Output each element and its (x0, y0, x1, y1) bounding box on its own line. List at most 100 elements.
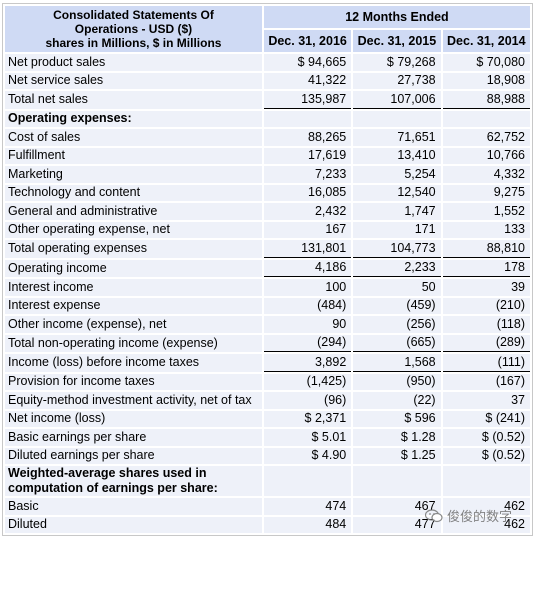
table-row: Other income (expense), net 90 (256) (118) (5, 316, 530, 333)
row-label: Technology and content (5, 184, 262, 201)
row-value: 462 (442, 516, 530, 533)
row-value: $ (241) (442, 410, 530, 427)
row-label: Operating income (5, 259, 262, 277)
watermark-text: 俊俊的数字 (446, 510, 512, 525)
table-row: Income (loss) before income taxes 3,892 1,… (5, 354, 530, 372)
row-value (353, 466, 441, 496)
row-value: 7,233 (263, 166, 352, 183)
row-value: 100 (263, 279, 352, 296)
table-row: Weighted-average shares used in computat… (5, 466, 530, 496)
row-label: Provision for income taxes (5, 373, 262, 390)
row-value: $ 1.28 (353, 429, 441, 446)
row-label: Fulfillment (5, 147, 262, 164)
row-value: $ 1.25 (353, 447, 441, 464)
row-value: (22) (353, 392, 441, 409)
column-header-2016: Dec. 31, 2016 (263, 30, 352, 52)
table-row: Total non-operating income (expense) (294… (5, 334, 530, 352)
table-row: Basic 474 467 462 (5, 498, 530, 515)
row-value: 131,801 (263, 240, 352, 258)
row-value: $ 2,371 (263, 410, 352, 427)
row-value: 62,752 (442, 129, 530, 146)
row-value: 133 (442, 221, 530, 238)
row-value: (459) (353, 297, 441, 314)
title-line-3: shares in Millions, $ in Millions (45, 36, 222, 50)
row-value: $ 70,080 (442, 54, 530, 71)
row-value: 17,619 (263, 147, 352, 164)
row-value: (256) (353, 316, 441, 333)
row-value: 50 (353, 279, 441, 296)
row-value: 474 (263, 498, 352, 515)
table-row: Total net sales 135,987 107,006 88,988 (5, 91, 530, 109)
row-value: 107,006 (353, 91, 441, 109)
row-value: 5,254 (353, 166, 441, 183)
table-row: Total operating expenses 131,801 104,773 88… (5, 240, 530, 258)
row-label: Interest income (5, 279, 262, 296)
table-title: Consolidated Statements Of Operations - … (5, 6, 262, 52)
row-label: Total operating expenses (5, 240, 262, 258)
row-value: $ 4.90 (263, 447, 352, 464)
row-label: Diluted earnings per share (5, 447, 262, 464)
table-row: Marketing 7,233 5,254 4,332 (5, 166, 530, 183)
row-value: 4,186 (263, 259, 352, 277)
row-value: 16,085 (263, 184, 352, 201)
row-value: (484) (263, 297, 352, 314)
title-line-1: Consolidated Statements Of (53, 8, 214, 22)
row-value: 484 (263, 516, 352, 533)
row-value: (665) (353, 334, 441, 352)
row-value (442, 466, 530, 496)
column-header-2015: Dec. 31, 2015 (353, 30, 441, 52)
table-row: Technology and content 16,085 12,540 9,275 (5, 184, 530, 201)
row-value: 39 (442, 279, 530, 296)
row-label: Total non-operating income (expense) (5, 334, 262, 352)
row-label: Interest expense (5, 297, 262, 314)
table-row: Other operating expense, net 167 171 133 (5, 221, 530, 238)
column-header-2014: Dec. 31, 2014 (442, 30, 530, 52)
table-row: Interest income 100 50 39 (5, 279, 530, 296)
row-label: Net product sales (5, 54, 262, 71)
row-label: Cost of sales (5, 129, 262, 146)
row-label: Other income (expense), net (5, 316, 262, 333)
row-label: Income (loss) before income taxes (5, 354, 262, 372)
row-value: 18,908 (442, 72, 530, 89)
row-value (442, 110, 530, 127)
row-value: (210) (442, 297, 530, 314)
row-value: 171 (353, 221, 441, 238)
row-value: 37 (442, 392, 530, 409)
table-row: General and administrative 2,432 1,747 1,55… (5, 203, 530, 220)
table-row: Diluted earnings per share $ 4.90 $ 1.25 $ … (5, 447, 530, 464)
row-value: (96) (263, 392, 352, 409)
row-value: 13,410 (353, 147, 441, 164)
row-label: Basic (5, 498, 262, 515)
row-value: 41,322 (263, 72, 352, 89)
table-row: Basic earnings per share $ 5.01 $ 1.28 $ (0… (5, 429, 530, 446)
row-value (263, 110, 352, 127)
row-value: (294) (263, 334, 352, 352)
row-value: 71,651 (353, 129, 441, 146)
row-value: $ 5.01 (263, 429, 352, 446)
row-value: 2,233 (353, 259, 441, 277)
table-row: Cost of sales 88,265 71,651 62,752 (5, 129, 530, 146)
row-label: Marketing (5, 166, 262, 183)
row-value: 3,892 (263, 354, 352, 372)
table-row: Operating income 4,186 2,233 178 (5, 259, 530, 277)
row-label: Total net sales (5, 91, 262, 109)
row-value: (289) (442, 334, 530, 352)
table-row: Net service sales 41,322 27,738 18,908 (5, 72, 530, 89)
row-label: Net service sales (5, 72, 262, 89)
watermark: 俊俊的数字 (424, 506, 512, 525)
row-value: 1,552 (442, 203, 530, 220)
row-value: 10,766 (442, 147, 530, 164)
income-statement-table: Consolidated Statements Of Operations - … (3, 4, 532, 535)
row-value: 1,568 (353, 354, 441, 372)
row-label: Equity-method investment activity, net o… (5, 392, 262, 409)
row-label: Net income (loss) (5, 410, 262, 427)
row-value: 88,265 (263, 129, 352, 146)
row-value: 104,773 (353, 240, 441, 258)
table-row: Interest expense (484) (459) (210) (5, 297, 530, 314)
row-label: Operating expenses: (5, 110, 262, 127)
row-value: 9,275 (442, 184, 530, 201)
row-value: (118) (442, 316, 530, 333)
table-row: Operating expenses: (5, 110, 530, 127)
row-value: 1,747 (353, 203, 441, 220)
row-label: Weighted-average shares used in computat… (5, 466, 262, 496)
